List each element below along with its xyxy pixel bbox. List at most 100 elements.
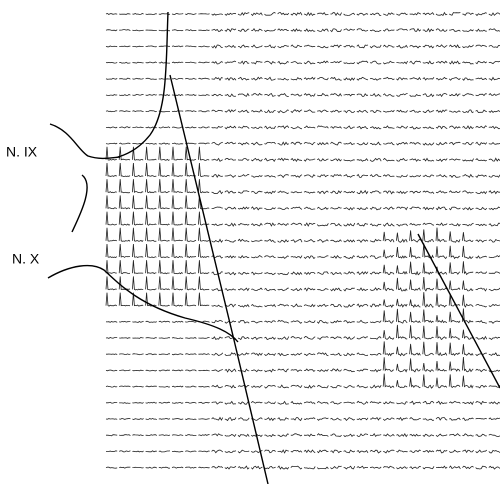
trace [238, 224, 249, 226]
trace [449, 343, 460, 356]
trace [225, 369, 236, 372]
trace [330, 13, 341, 16]
trace [423, 292, 434, 307]
trace [278, 434, 289, 436]
trace [291, 385, 302, 387]
trace [198, 30, 209, 31]
trace [132, 451, 143, 452]
trace [317, 110, 328, 112]
trace [238, 77, 249, 80]
trace [278, 320, 289, 323]
trace [462, 208, 473, 210]
trace [370, 434, 381, 437]
trace [489, 321, 500, 323]
trace [106, 95, 117, 96]
trace [185, 78, 196, 79]
trace [410, 142, 421, 144]
trace [436, 466, 447, 468]
trace [264, 13, 275, 16]
trace [357, 94, 368, 97]
trace [291, 402, 302, 405]
trace [119, 321, 130, 322]
trace [476, 466, 487, 469]
trace [344, 160, 355, 161]
trace [344, 256, 355, 259]
trace [185, 46, 196, 47]
trace [357, 191, 368, 194]
trace [146, 244, 157, 258]
trace [278, 369, 289, 372]
trace [159, 419, 170, 420]
trace [172, 276, 183, 290]
trace [185, 467, 196, 468]
trace [396, 45, 407, 48]
trace [410, 175, 421, 177]
trace [212, 110, 223, 112]
trace [330, 450, 341, 453]
trace [436, 207, 447, 210]
trace [344, 272, 355, 275]
trace [119, 228, 130, 242]
trace [396, 78, 407, 80]
trace [278, 62, 289, 64]
trace [423, 375, 434, 389]
trace [198, 293, 209, 306]
trace [423, 419, 434, 421]
trace [330, 385, 341, 387]
trace [264, 435, 275, 437]
trace [146, 451, 157, 452]
trace [317, 240, 328, 243]
trace [212, 207, 223, 209]
trace [172, 179, 183, 192]
trace [476, 192, 487, 194]
trace [106, 127, 117, 128]
trace [344, 434, 355, 436]
trace [132, 419, 143, 420]
trace [251, 175, 262, 177]
trace [278, 94, 289, 97]
trace [436, 418, 447, 421]
trace [225, 207, 236, 210]
trace [132, 467, 143, 468]
trace [357, 353, 368, 356]
trace [185, 293, 196, 306]
trace [396, 126, 407, 128]
trace [146, 111, 157, 112]
trace [132, 212, 143, 225]
trace [449, 246, 460, 259]
trace [278, 288, 289, 291]
trace [238, 29, 249, 31]
trace [449, 362, 460, 372]
trace [436, 61, 447, 63]
trace [476, 288, 487, 291]
trace [436, 126, 447, 129]
trace [317, 353, 328, 356]
trace [106, 179, 117, 193]
trace [410, 29, 421, 32]
trace [264, 126, 275, 129]
trace [383, 450, 394, 453]
trace [146, 418, 157, 419]
trace [410, 450, 421, 453]
trace [278, 158, 289, 160]
trace [185, 195, 196, 208]
trace [146, 14, 157, 15]
trace [330, 207, 341, 209]
trace [185, 179, 196, 193]
trace [423, 61, 434, 64]
trace [146, 143, 157, 144]
trace [278, 78, 289, 80]
trace [396, 159, 407, 162]
trace [370, 467, 381, 468]
trace [489, 143, 500, 145]
trace [185, 127, 196, 128]
trace [172, 321, 183, 322]
trace [225, 434, 236, 436]
trace [317, 94, 328, 97]
trace [119, 179, 130, 193]
trace [291, 239, 302, 242]
trace [317, 321, 328, 324]
trace [489, 94, 500, 96]
trace [172, 111, 183, 112]
trace [264, 321, 275, 323]
